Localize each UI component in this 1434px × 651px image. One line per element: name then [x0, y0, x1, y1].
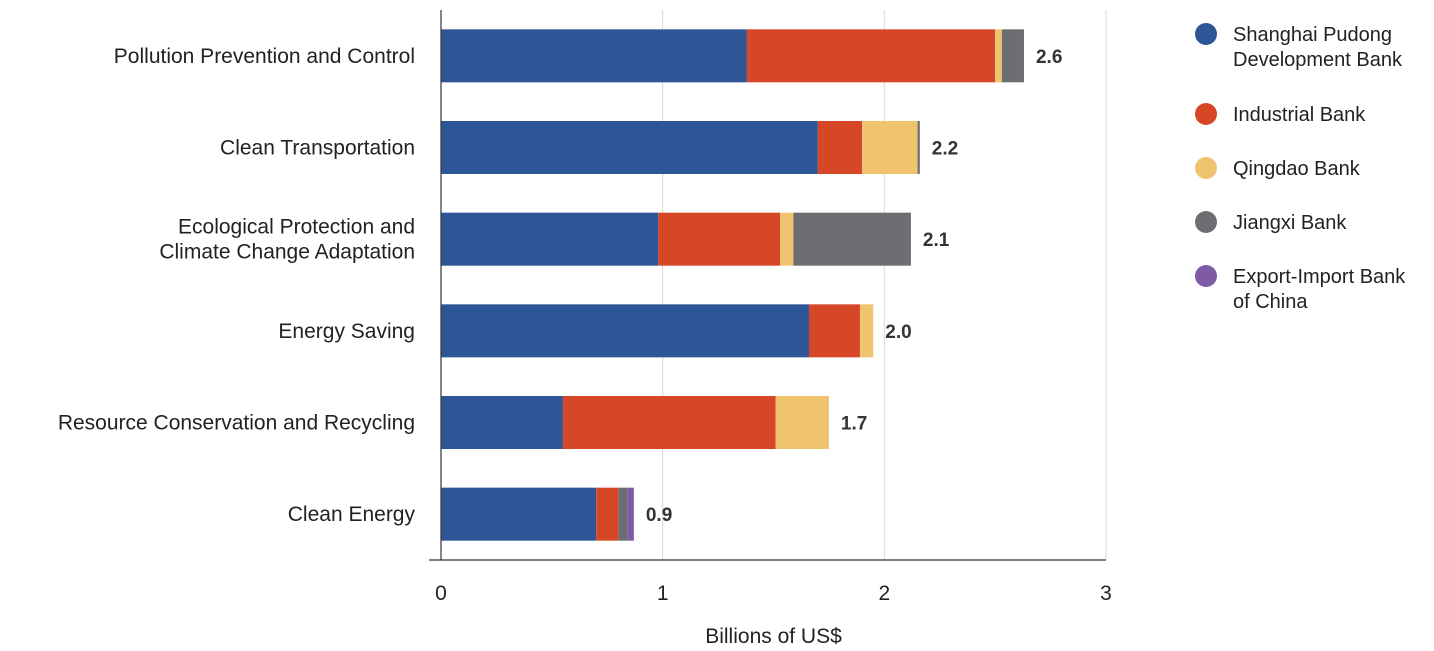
bar-segment — [441, 396, 563, 449]
bar-total-label: 2.1 — [923, 230, 950, 251]
x-tick-label: 2 — [878, 582, 890, 605]
bar-segment — [817, 121, 863, 174]
x-axis-title: Billions of US$ — [705, 625, 842, 646]
bar-segment — [793, 212, 911, 266]
gridlines — [662, 10, 1107, 560]
x-tick-label: 0 — [435, 582, 447, 605]
bar-segment — [627, 487, 634, 541]
bar-segment — [808, 304, 860, 358]
bar-total-label: 2.6 — [1036, 47, 1062, 68]
category-label: Clean Energy — [288, 503, 416, 526]
bar-segment — [746, 29, 996, 83]
legend-swatch — [1195, 157, 1217, 179]
x-tick-label: 3 — [1100, 582, 1112, 605]
category-label: Pollution Prevention and Control — [114, 45, 415, 68]
bar-segment — [441, 487, 597, 541]
legend-swatch — [1195, 23, 1217, 45]
bar-segment — [596, 487, 619, 541]
bar-segment — [618, 487, 628, 541]
bar-segment — [780, 212, 794, 266]
legend-label: Export-Import Bank — [1233, 266, 1406, 288]
legend-label: Shanghai Pudong — [1233, 24, 1392, 46]
category-label: Ecological Protection and — [178, 216, 415, 239]
bar-total-label: 2.0 — [885, 322, 911, 343]
bar-segment — [995, 29, 1002, 83]
bar-segment — [775, 396, 829, 449]
legend-label: Qingdao Bank — [1233, 158, 1361, 180]
bar-segment — [441, 29, 747, 83]
legend-swatch — [1195, 103, 1217, 125]
bar-segment — [862, 121, 918, 174]
category-label: Resource Conservation and Recycling — [58, 412, 415, 435]
bar-segment — [658, 212, 781, 266]
bar-total-label: 0.9 — [646, 505, 672, 526]
bar-segment — [917, 121, 920, 174]
legend-swatch — [1195, 211, 1217, 233]
x-tick-label: 1 — [657, 582, 669, 605]
legend: Shanghai Pudong Development Bank Industria… — [1195, 23, 1406, 313]
bar-segment — [441, 212, 659, 266]
bar-segment — [859, 304, 874, 358]
category-label: Climate Change Adaptation — [159, 241, 415, 264]
bar-segment — [1001, 29, 1024, 83]
bar-total-label: 2.2 — [932, 139, 958, 160]
bar-segment — [562, 396, 776, 449]
bar-segment — [441, 121, 818, 174]
legend-label: of China — [1233, 291, 1308, 313]
axes: 0 1 2 3 Billions of US$ — [429, 10, 1112, 648]
legend-label: Jiangxi Bank — [1233, 212, 1347, 234]
bar-total-label: 1.7 — [841, 414, 867, 435]
bars — [441, 29, 1024, 541]
category-label: Clean Transportation — [220, 137, 415, 160]
legend-label: Industrial Bank — [1233, 104, 1366, 126]
bar-segment — [441, 304, 809, 358]
legend-swatch — [1195, 265, 1217, 287]
legend-label: Development Bank — [1233, 49, 1403, 71]
category-label: Energy Saving — [278, 320, 415, 343]
labels: Pollution Prevention and Control 2.6 Clean… — [58, 45, 1063, 526]
